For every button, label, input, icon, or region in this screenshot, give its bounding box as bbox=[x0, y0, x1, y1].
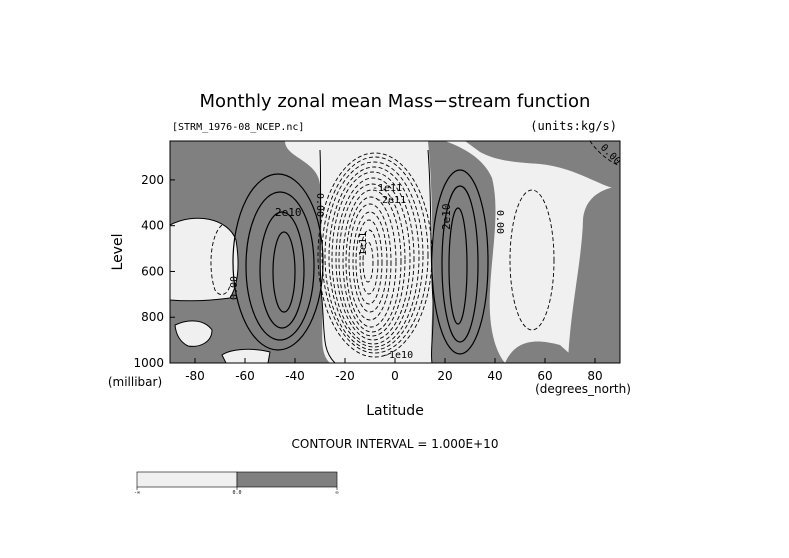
contour-label: -1e10 bbox=[383, 350, 413, 361]
colorbar-swatch-dark bbox=[236, 471, 338, 488]
x-axis-unit: (degrees_north) bbox=[535, 382, 631, 396]
colorbar: -∞ 0.0 ∞ bbox=[134, 471, 339, 496]
contour-interval-note: CONTOUR INTERVAL = 1.000E+10 bbox=[292, 437, 499, 451]
y-axis-label: Level bbox=[110, 234, 126, 271]
y-tick-label: 1000 bbox=[133, 356, 164, 370]
x-tick-label: -80 bbox=[185, 369, 205, 383]
x-axis: -80 -60 -40 -20 0 20 40 60 80 bbox=[185, 358, 603, 383]
southern-polar-light-cell bbox=[170, 217, 239, 302]
colorbar-label-min: -∞ bbox=[134, 490, 140, 496]
south-lower-light-patch bbox=[174, 320, 213, 347]
contour-label: 0.00 bbox=[229, 276, 240, 300]
contour-label: 2e10 bbox=[275, 206, 302, 219]
hadley-zero-line bbox=[319, 149, 434, 363]
y-axis: 200 400 600 800 1000 bbox=[133, 173, 175, 370]
x-tick-label: 20 bbox=[437, 369, 452, 383]
x-tick-label: 40 bbox=[487, 369, 502, 383]
y-tick-label: 400 bbox=[141, 219, 164, 233]
y-tick-label: 600 bbox=[141, 264, 164, 278]
northern-positive-contours bbox=[431, 169, 489, 355]
contour-label: 0.00 bbox=[314, 193, 325, 217]
x-tick-label: -20 bbox=[335, 369, 355, 383]
contour-label: 2e10 bbox=[440, 204, 453, 231]
y-tick-label: 200 bbox=[141, 173, 164, 187]
colorbar-swatch-light bbox=[136, 471, 238, 488]
shade-north-lower bbox=[505, 341, 580, 363]
y-axis-unit: (millibar) bbox=[108, 375, 162, 389]
colorbar-label-zero: 0.0 bbox=[232, 490, 241, 496]
hadley-negative-contours bbox=[317, 152, 433, 358]
contour-label: -1e11 bbox=[358, 232, 369, 262]
plot-area: 2e10 0.00 2e10 0.00 -1e11 -1e11 -2e11 -1… bbox=[170, 141, 620, 363]
y-tick-label: 800 bbox=[141, 310, 164, 324]
south-polar-dashed bbox=[210, 224, 231, 296]
south-bottom-light-patch bbox=[221, 348, 271, 363]
contour-label: -1e11 bbox=[372, 183, 402, 194]
x-tick-label: 80 bbox=[587, 369, 602, 383]
chart-subtitle-file: [STRM_1976-08_NCEP.nc] bbox=[172, 122, 304, 133]
x-tick-label: 0 bbox=[391, 369, 399, 383]
chart-subtitle-units: (units:kg/s) bbox=[530, 119, 617, 133]
shade-north-polar bbox=[568, 186, 620, 363]
colorbar-label-max: ∞ bbox=[335, 490, 338, 496]
x-tick-label: -60 bbox=[235, 369, 255, 383]
contour-label: 0.00 bbox=[494, 210, 505, 234]
shade-north-upper bbox=[465, 141, 620, 189]
north-upper-dashed bbox=[589, 141, 620, 167]
ferrel-negative-contours bbox=[509, 189, 555, 331]
shade-south-positive bbox=[170, 141, 330, 363]
x-axis-label: Latitude bbox=[366, 403, 424, 419]
contour-label: -2e11 bbox=[376, 195, 406, 206]
x-tick-label: -40 bbox=[285, 369, 305, 383]
x-tick-label: 60 bbox=[537, 369, 552, 383]
chart-title: Monthly zonal mean Mass−stream function bbox=[200, 91, 591, 112]
southern-positive-contours bbox=[232, 173, 324, 351]
